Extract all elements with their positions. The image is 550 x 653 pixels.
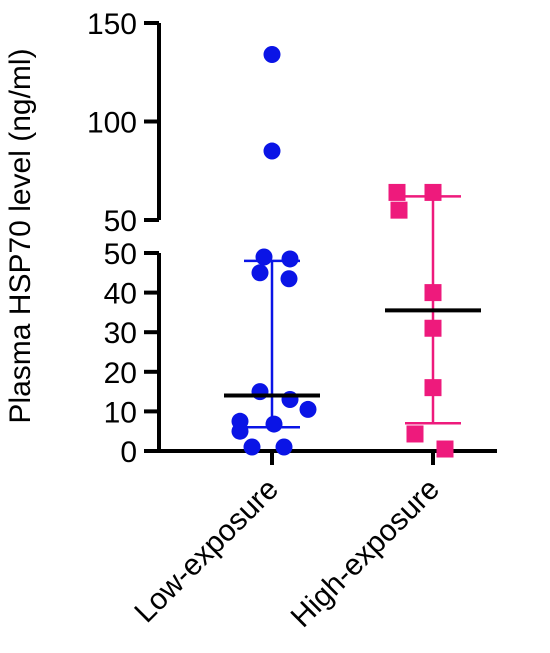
- data-point: [424, 379, 442, 397]
- series-0: [224, 46, 320, 456]
- y-tick-label: 100: [87, 107, 137, 140]
- y-tick-label: 30: [104, 317, 137, 350]
- axes: [144, 21, 497, 465]
- data-point: [280, 270, 298, 288]
- data-point: [436, 440, 454, 458]
- data-point: [424, 183, 442, 201]
- data-point: [231, 422, 249, 440]
- x-category-label: High-exposure: [285, 473, 446, 634]
- data-point: [263, 46, 281, 64]
- data-point: [388, 183, 406, 201]
- y-tick-label: 50: [104, 205, 137, 238]
- data-point: [275, 438, 293, 456]
- data-point: [390, 201, 408, 219]
- data-point: [406, 425, 424, 443]
- y-tick-label: 150: [87, 8, 137, 41]
- y-tick-label: 20: [104, 357, 137, 390]
- data-point: [299, 400, 317, 418]
- data-point: [263, 142, 281, 160]
- x-category-label: Low-exposure: [128, 473, 285, 630]
- data-point: [265, 415, 283, 433]
- y-tick-label: 40: [104, 278, 137, 311]
- data-point: [424, 319, 442, 337]
- labels-layer: 50 100 150 0 10 20 30 40 50 Plasma HSP70 level (n…: [4, 8, 446, 634]
- data-point: [255, 248, 273, 266]
- y-tick-label: 10: [104, 396, 137, 429]
- data-point: [281, 250, 299, 268]
- series-layer: [224, 46, 481, 458]
- y-axis-title: Plasma HSP70 level (ng/ml): [4, 48, 37, 423]
- data-point: [243, 438, 261, 456]
- series-1: [385, 183, 481, 458]
- y-tick-label: 50: [104, 238, 137, 271]
- data-point: [251, 264, 269, 282]
- data-point: [424, 284, 442, 302]
- y-tick-label: 0: [120, 436, 137, 469]
